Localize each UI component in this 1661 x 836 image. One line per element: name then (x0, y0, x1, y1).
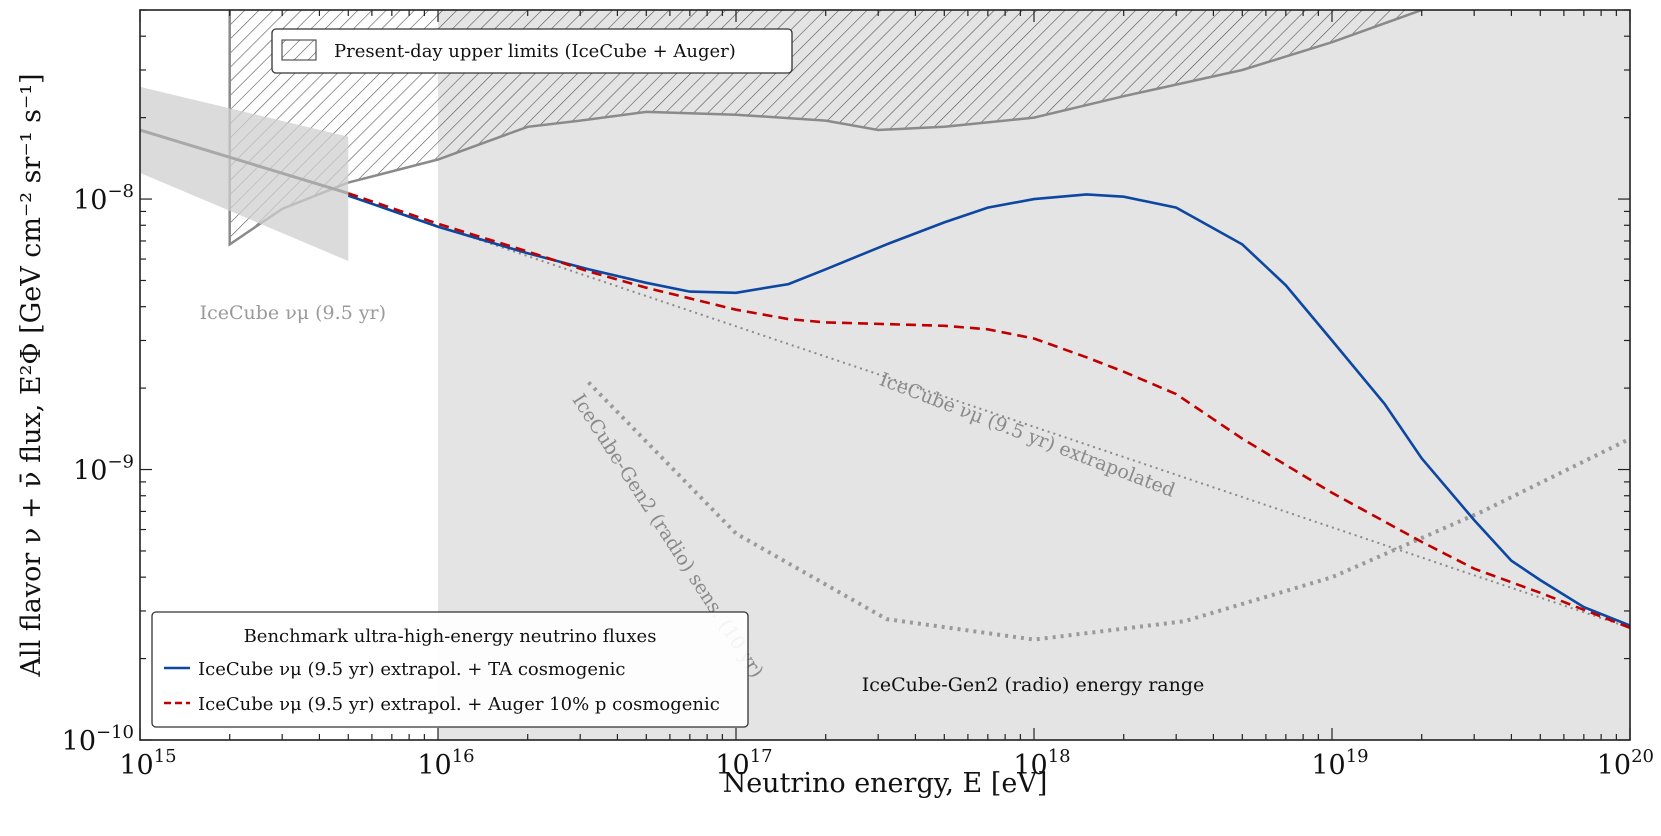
x-tick-label: 1020 (1597, 746, 1654, 781)
upper-limits-legend: Present-day upper limits (IceCube + Auge… (271, 28, 793, 74)
icecube-numu-line (140, 128, 349, 195)
y-axis-label: All flavor ν + ν̄ flux, E²Φ [GeV cm⁻² sr… (16, 73, 47, 677)
series-auger-cosmogenic (347, 192, 1630, 630)
x-tick-label: 1018 (1013, 746, 1070, 781)
axis-ticks (139, 9, 1631, 741)
icecube-numu-band (140, 86, 349, 262)
x-axis-label: Neutrino energy, E [eV] (723, 768, 1048, 799)
gen2-sensitivity-line (587, 381, 1630, 642)
upper-limits-legend-label: Present-day upper limits (IceCube + Auge… (334, 41, 736, 62)
benchmark-legend-title: Benchmark ultra-high-energy neutrino flu… (244, 626, 657, 647)
x-tick-label: 1015 (119, 746, 176, 781)
benchmark-legend-box (151, 611, 749, 728)
legend-label-ta: IceCube νμ (9.5 yr) extrapol. + TA cosmo… (198, 659, 626, 680)
annotation-gen2-range: IceCube-Gen2 (radio) energy range (862, 674, 1205, 696)
x-tick-label: 1017 (715, 746, 772, 781)
y-tick-label: 10−8 (73, 181, 134, 216)
upper-limits-legend-box (271, 28, 793, 74)
plot-frame (139, 9, 1631, 741)
y-tick-label: 10−10 (62, 722, 134, 757)
series-ta-cosmogenic (347, 193, 1630, 627)
x-tick-label: 1019 (1311, 746, 1368, 781)
axis-tick-labels: 1015 1016 1017 1018 1019 1020 10−10 10−9 10−8 (62, 181, 1654, 781)
x-tick-label: 1016 (417, 746, 474, 781)
y-tick-label: 10−9 (73, 452, 134, 487)
benchmark-legend: Benchmark ultra-high-energy neutrino flu… (151, 611, 749, 728)
legend-label-auger: IceCube νμ (9.5 yr) extrapol. + Auger 10… (198, 694, 720, 715)
upper-limits-legend-swatch (281, 39, 317, 61)
annotation-icecube-numu: IceCube νμ (9.5 yr) (200, 302, 386, 324)
